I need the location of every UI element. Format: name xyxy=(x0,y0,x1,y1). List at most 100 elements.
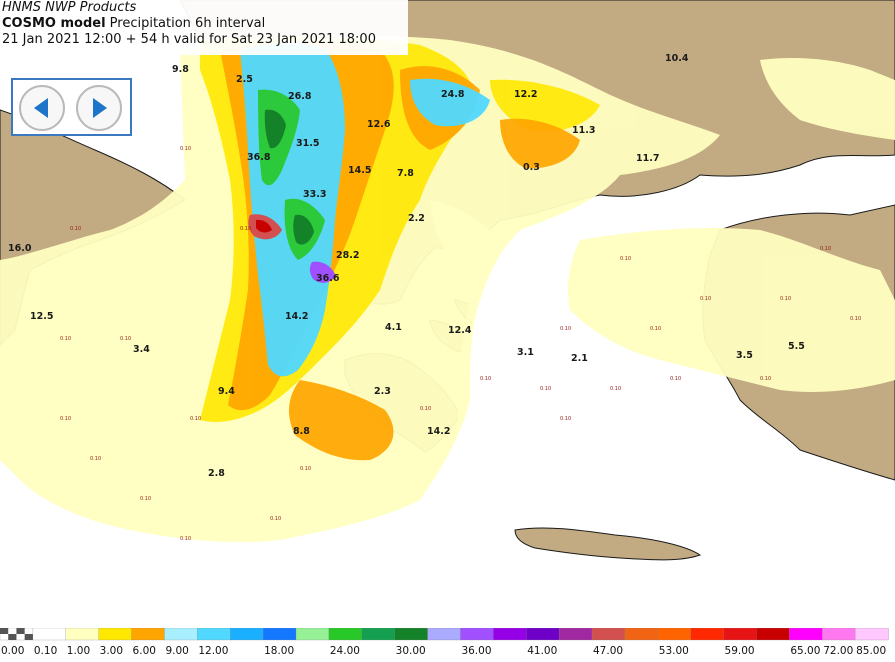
map-value-label: 12.5 xyxy=(30,311,53,322)
minor-value-label: 0.10 xyxy=(540,386,551,392)
legend-swatch xyxy=(394,627,429,641)
minor-value-label: 0.10 xyxy=(180,146,191,152)
legend-label: 1.00 xyxy=(67,645,90,657)
legend-swatch xyxy=(657,627,692,641)
legend-label: 72.00 xyxy=(823,645,853,657)
map-value-label: 33.3 xyxy=(303,189,326,200)
legend-swatch xyxy=(690,627,725,641)
frame-navigation xyxy=(11,78,132,136)
map-value-label: 16.0 xyxy=(8,243,32,254)
legend-label: 41.00 xyxy=(527,645,557,657)
legend-label: 6.00 xyxy=(133,645,156,657)
minor-value-label: 0.10 xyxy=(140,496,151,502)
legend-swatch xyxy=(328,627,363,641)
precipitation-map: 10.4 12.2 24.8 11.3 11.7 0.3 14.5 7.8 12.6 2.2 28.… xyxy=(0,0,895,561)
minor-value-label: 0.10 xyxy=(480,376,491,382)
legend-label: 0.10 xyxy=(34,645,57,657)
map-value-label: 12.6 xyxy=(367,119,391,130)
legend-swatch xyxy=(164,627,198,641)
legend-checker xyxy=(16,628,25,634)
minor-value-label: 0.10 xyxy=(610,386,621,392)
valid-time: 21 Jan 2021 12:00 + 54 h valid for Sat 2… xyxy=(2,32,376,47)
map-value-label: 12.4 xyxy=(448,325,472,336)
legend-label: 9.00 xyxy=(165,645,188,657)
map-value-label: 11.3 xyxy=(572,125,595,136)
minor-value-label: 0.10 xyxy=(120,336,131,342)
color-legend: 0.00 0.10 1.00 3.00 6.00 9.00 12.00 18.00 24.00 3… xyxy=(0,627,895,662)
minor-value-label: 0.10 xyxy=(420,406,431,412)
legend-swatch xyxy=(493,627,527,641)
minor-value-label: 0.10 xyxy=(180,536,191,542)
legend-label: 12.00 xyxy=(198,645,228,657)
minor-value-label: 0.10 xyxy=(850,316,861,322)
legend-scale: 0.00 0.10 1.00 3.00 6.00 9.00 12.00 18.00 24.00 3… xyxy=(0,627,889,657)
legend-swatch xyxy=(591,627,626,641)
minor-value-label: 0.10 xyxy=(190,416,201,422)
map-header: HNMS NWP Products COSMO model Precipitat… xyxy=(0,0,408,55)
legend-swatch xyxy=(65,627,100,641)
product-title: HNMS NWP Products xyxy=(2,0,137,15)
next-frame-button[interactable] xyxy=(76,85,122,131)
model-line: COSMO model Precipitation 6h interval xyxy=(0,16,408,32)
map-value-label: 3.4 xyxy=(133,344,150,355)
map-minor-labels: 0.10 0.10 0.10 0.10 0.10 0.10 0.10 0.10 0.10 0.10… xyxy=(60,146,861,542)
legend-swatch xyxy=(427,627,462,641)
map-value-label: 36.6 xyxy=(316,273,340,284)
minor-value-label: 0.10 xyxy=(650,326,661,332)
map-value-label: 10.4 xyxy=(665,53,689,64)
map-value-label: 11.7 xyxy=(636,153,659,164)
legend-swatch xyxy=(756,627,790,641)
legend-swatch xyxy=(197,627,231,641)
minor-value-label: 0.10 xyxy=(270,516,281,522)
minor-value-label: 0.10 xyxy=(300,466,311,472)
arrow-right-icon xyxy=(93,98,107,118)
map-value-label: 9.4 xyxy=(218,386,235,397)
map-value-label: 2.8 xyxy=(208,468,225,479)
legend-checker xyxy=(8,634,17,640)
map-value-label: 24.8 xyxy=(441,89,465,100)
map-value-label: 7.8 xyxy=(397,168,414,179)
model-name: COSMO model xyxy=(2,16,106,31)
legend-swatch xyxy=(262,627,297,641)
minor-value-label: 0.10 xyxy=(60,416,71,422)
map-value-label: 0.3 xyxy=(523,162,540,173)
minor-value-label: 0.10 xyxy=(820,246,831,252)
map-value-label: 2.5 xyxy=(236,74,253,85)
legend-swatch xyxy=(32,627,67,641)
precip-intense xyxy=(248,214,336,283)
legend-swatch xyxy=(526,627,560,641)
map-value-label: 3.1 xyxy=(517,347,534,358)
legend-swatch xyxy=(98,627,133,641)
minor-value-label: 0.10 xyxy=(700,296,711,302)
previous-frame-button[interactable] xyxy=(19,85,65,131)
minor-value-label: 0.10 xyxy=(620,256,631,262)
legend-swatch xyxy=(230,627,264,641)
minor-value-label: 0.10 xyxy=(670,376,681,382)
map-value-label: 14.2 xyxy=(285,311,308,322)
legend-label: 18.00 xyxy=(264,645,294,657)
map-value-label: 8.8 xyxy=(293,426,310,437)
legend-label: 0.00 xyxy=(1,645,24,657)
legend-label: 30.00 xyxy=(396,645,426,657)
map-value-label: 14.2 xyxy=(427,426,450,437)
legend-label: 65.00 xyxy=(790,645,820,657)
map-value-label: 9.8 xyxy=(172,64,189,75)
legend-swatch xyxy=(822,627,856,641)
precip-darkgreen xyxy=(264,109,314,245)
legend-swatch xyxy=(295,627,330,641)
legend-swatch xyxy=(558,627,593,641)
legend-swatch xyxy=(131,627,166,641)
legend-swatch xyxy=(361,627,396,641)
map-value-label: 28.2 xyxy=(336,250,359,261)
minor-value-label: 0.10 xyxy=(780,296,791,302)
legend-label: 85.00 xyxy=(856,645,886,657)
legend-swatch xyxy=(460,627,494,641)
map-value-label: 2.3 xyxy=(374,386,391,397)
map-value-label: 36.8 xyxy=(247,152,271,163)
legend-swatch xyxy=(854,627,889,641)
map-value-label: 2.2 xyxy=(408,213,425,224)
minor-value-label: 0.10 xyxy=(560,416,571,422)
legend-swatch xyxy=(789,627,823,641)
map-value-label: 31.5 xyxy=(296,138,319,149)
